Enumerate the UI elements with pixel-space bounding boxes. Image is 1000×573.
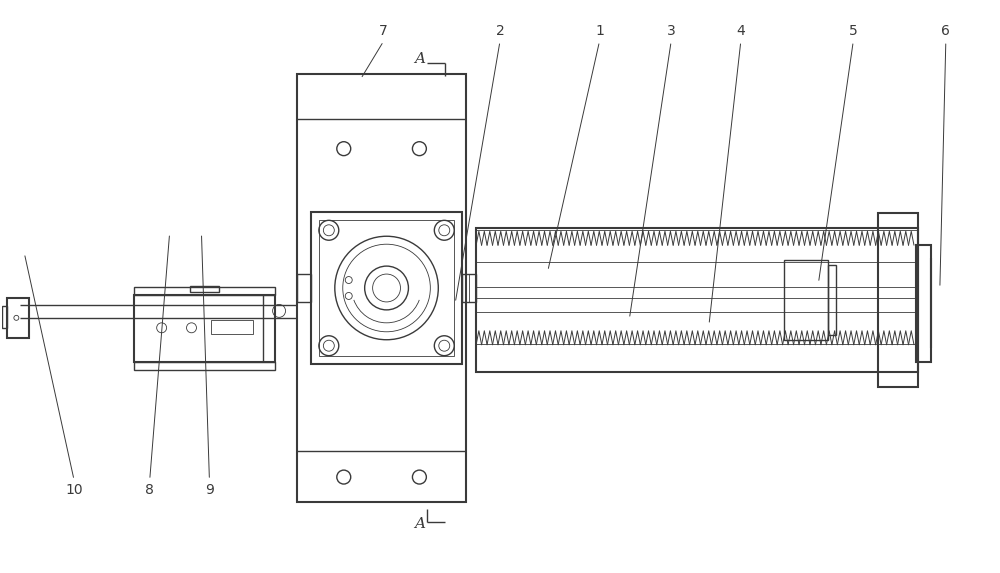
Bar [190,286,219,292]
Text: A: A [414,517,425,531]
Bar [134,362,275,370]
Bar [828,265,836,335]
Bar [311,213,462,364]
Bar [916,245,931,362]
Text: 6: 6 [941,24,950,38]
Text: 5: 5 [849,24,858,38]
Text: 7: 7 [379,24,388,38]
Bar [7,298,29,337]
Bar [297,74,466,502]
Bar [134,295,275,362]
Bar [476,228,918,371]
Bar [462,274,476,302]
Text: 4: 4 [736,24,745,38]
Bar [297,274,311,302]
Bar [2,306,7,328]
Text: 2: 2 [496,24,504,38]
Bar [784,260,828,340]
Bar [878,213,918,387]
Bar [134,287,275,295]
Text: 1: 1 [595,24,604,38]
Text: 9: 9 [205,483,214,497]
Text: 8: 8 [145,483,154,497]
Text: A: A [414,52,425,66]
Bar [319,221,454,356]
Text: 3: 3 [667,24,676,38]
Text: 10: 10 [65,483,83,497]
Bar [211,320,253,333]
